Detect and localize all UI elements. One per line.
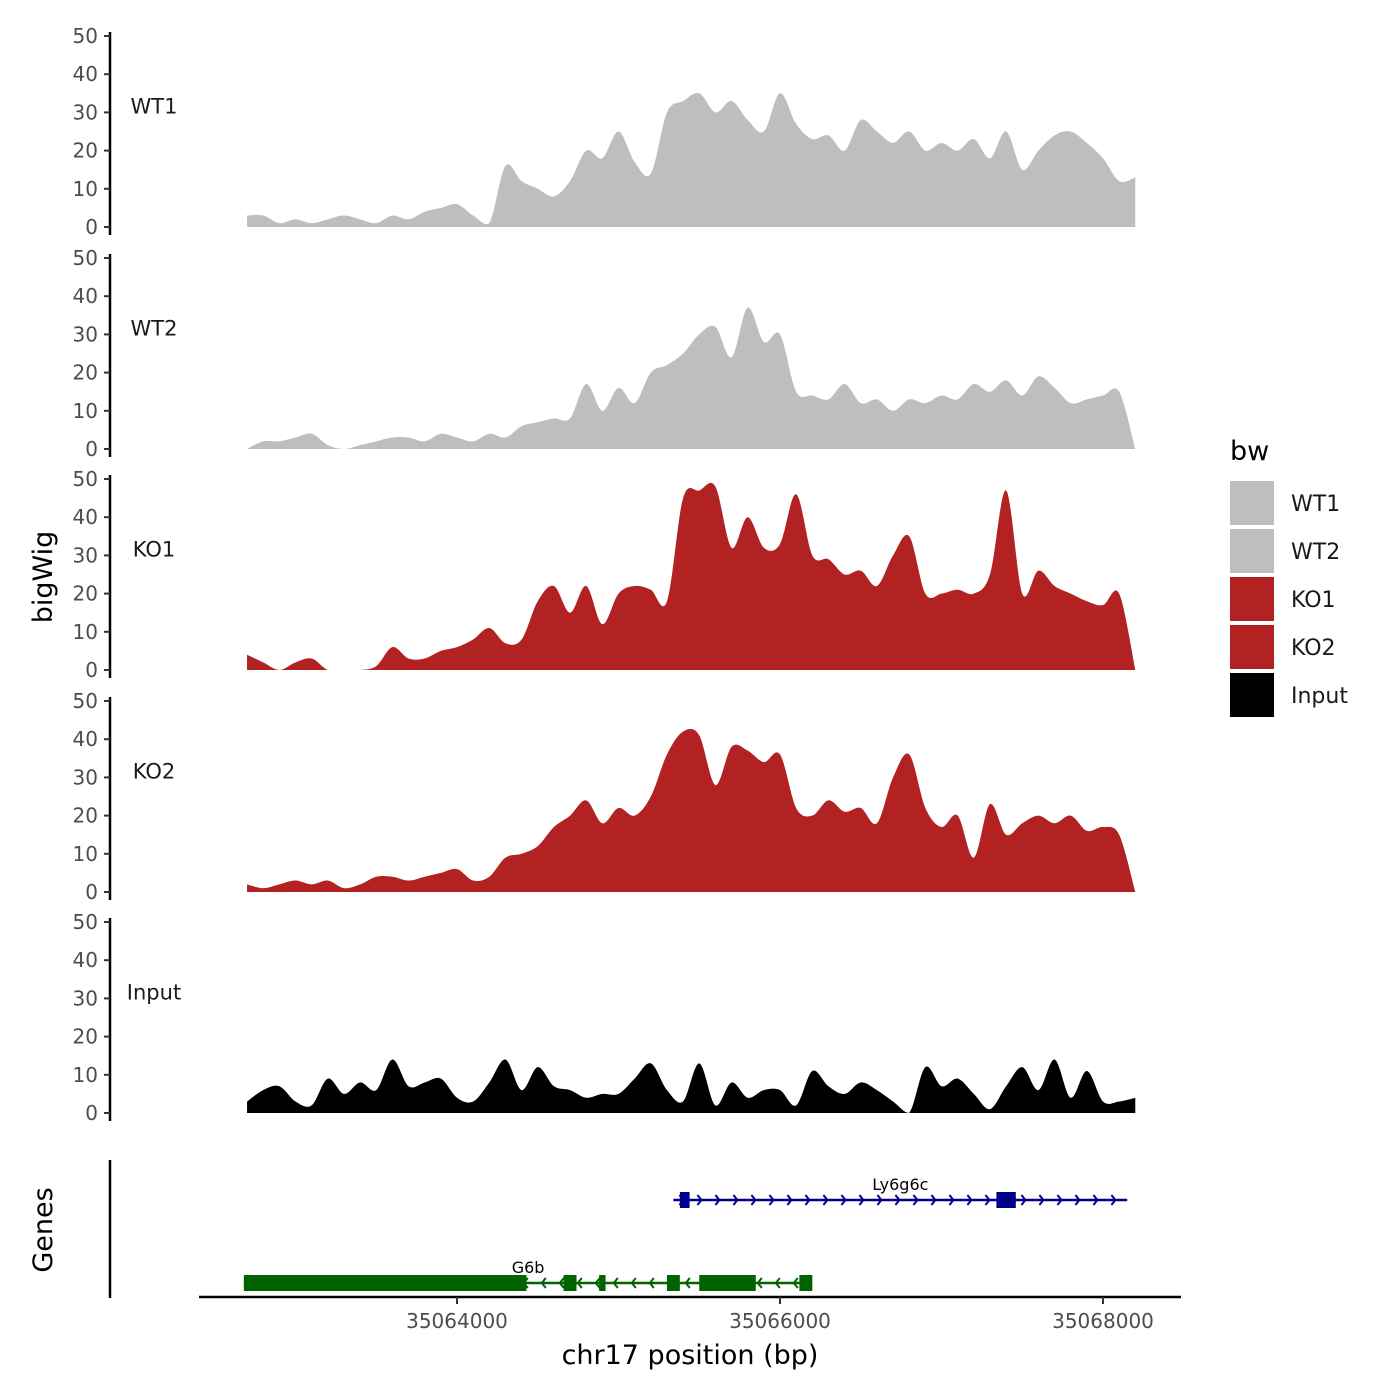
gene-exon xyxy=(244,1275,527,1291)
y-tick-label: 40 xyxy=(73,62,98,86)
y-tick-label: 40 xyxy=(73,505,98,529)
track-label-wt1: WT1 xyxy=(131,95,178,119)
legend: bw WT1 WT2 KO1 KO2 Input xyxy=(1230,436,1348,717)
track-label-ko2: KO2 xyxy=(133,760,176,784)
track-label-input: Input xyxy=(127,981,181,1005)
y-tick-label: 30 xyxy=(73,100,98,124)
y-tick-label: 30 xyxy=(73,986,98,1010)
legend-swatch-wt1 xyxy=(1230,481,1274,525)
gene-track: 35064000 35066000 35068000 Ly6g6c G6b xyxy=(110,1160,1181,1333)
y-tick-label: 20 xyxy=(73,361,98,385)
y-axis-title: bigWig xyxy=(28,531,59,624)
gene-ly6g6c: Ly6g6c xyxy=(673,1175,1127,1208)
track-ko2: 0 10 20 30 40 50 KO2 xyxy=(73,689,1136,904)
y-tick-label: 40 xyxy=(73,284,98,308)
x-tick-label: 35066000 xyxy=(729,1309,831,1333)
coverage-area-wt2 xyxy=(247,308,1135,449)
y-tick-label: 10 xyxy=(73,620,98,644)
gene-label: G6b xyxy=(512,1258,545,1277)
y-tick-label: 10 xyxy=(73,399,98,423)
x-tick-label: 35064000 xyxy=(406,1309,508,1333)
y-tick-label: 10 xyxy=(73,1063,98,1087)
genome-track-chart: 0 10 20 30 40 50 WT1 0 10 20 30 40 50 WT2 0 10 20 30 40 50 K… xyxy=(0,0,1400,1400)
gene-exon xyxy=(699,1275,756,1291)
track-label-wt2: WT2 xyxy=(131,317,178,341)
legend-label-wt2: WT2 xyxy=(1291,540,1340,565)
legend-swatch-input xyxy=(1230,673,1274,717)
gene-exon xyxy=(564,1275,577,1291)
y-tick-label: 50 xyxy=(73,910,98,934)
gene-g6b: G6b xyxy=(244,1258,812,1291)
y-tick-label: 20 xyxy=(73,804,98,828)
coverage-tracks: 0 10 20 30 40 50 WT1 0 10 20 30 40 50 WT2 0 10 20 30 40 50 K… xyxy=(73,24,1136,1125)
track-ko1: 0 10 20 30 40 50 KO1 xyxy=(73,467,1136,682)
y-tick-label: 0 xyxy=(85,1101,98,1125)
y-tick-label: 10 xyxy=(73,842,98,866)
legend-swatch-wt2 xyxy=(1230,529,1274,573)
y-tick-label: 20 xyxy=(73,582,98,606)
y-tick-label: 20 xyxy=(73,1025,98,1049)
y-tick-label: 50 xyxy=(73,24,98,48)
y-tick-label: 30 xyxy=(73,322,98,346)
y-tick-label: 30 xyxy=(73,765,98,789)
legend-swatch-ko2 xyxy=(1230,625,1274,669)
coverage-area-input xyxy=(247,1059,1135,1113)
y-tick-label: 0 xyxy=(85,658,98,682)
y-tick-label: 50 xyxy=(73,467,98,491)
y-tick-label: 30 xyxy=(73,543,98,567)
genes-axis-title: Genes xyxy=(28,1187,59,1272)
legend-label-ko1: KO1 xyxy=(1291,588,1336,613)
gene-exon xyxy=(996,1192,1015,1208)
x-tick-label: 35068000 xyxy=(1052,1309,1154,1333)
track-wt2: 0 10 20 30 40 50 WT2 xyxy=(73,246,1136,461)
gene-exon xyxy=(599,1275,605,1291)
coverage-area-wt1 xyxy=(247,93,1135,227)
track-input: 0 10 20 30 40 50 Input xyxy=(73,910,1136,1125)
y-tick-label: 10 xyxy=(73,177,98,201)
gene-exon xyxy=(799,1275,812,1291)
gene-exon xyxy=(680,1192,690,1208)
gene-exon xyxy=(667,1275,680,1291)
x-axis-title: chr17 position (bp) xyxy=(562,1340,819,1371)
y-tick-label: 40 xyxy=(73,727,98,751)
legend-title: bw xyxy=(1230,436,1269,467)
track-wt1: 0 10 20 30 40 50 WT1 xyxy=(73,24,1136,239)
coverage-area-ko1 xyxy=(247,483,1135,670)
legend-label-ko2: KO2 xyxy=(1291,636,1336,661)
y-tick-label: 20 xyxy=(73,139,98,163)
track-label-ko1: KO1 xyxy=(133,538,176,562)
y-tick-label: 0 xyxy=(85,215,98,239)
legend-swatch-ko1 xyxy=(1230,577,1274,621)
y-tick-label: 0 xyxy=(85,437,98,461)
y-tick-label: 0 xyxy=(85,880,98,904)
y-tick-label: 40 xyxy=(73,948,98,972)
y-tick-label: 50 xyxy=(73,246,98,270)
y-tick-label: 50 xyxy=(73,689,98,713)
legend-label-wt1: WT1 xyxy=(1291,492,1340,517)
legend-label-input: Input xyxy=(1291,684,1348,709)
gene-label: Ly6g6c xyxy=(872,1175,928,1194)
coverage-area-ko2 xyxy=(247,729,1135,892)
